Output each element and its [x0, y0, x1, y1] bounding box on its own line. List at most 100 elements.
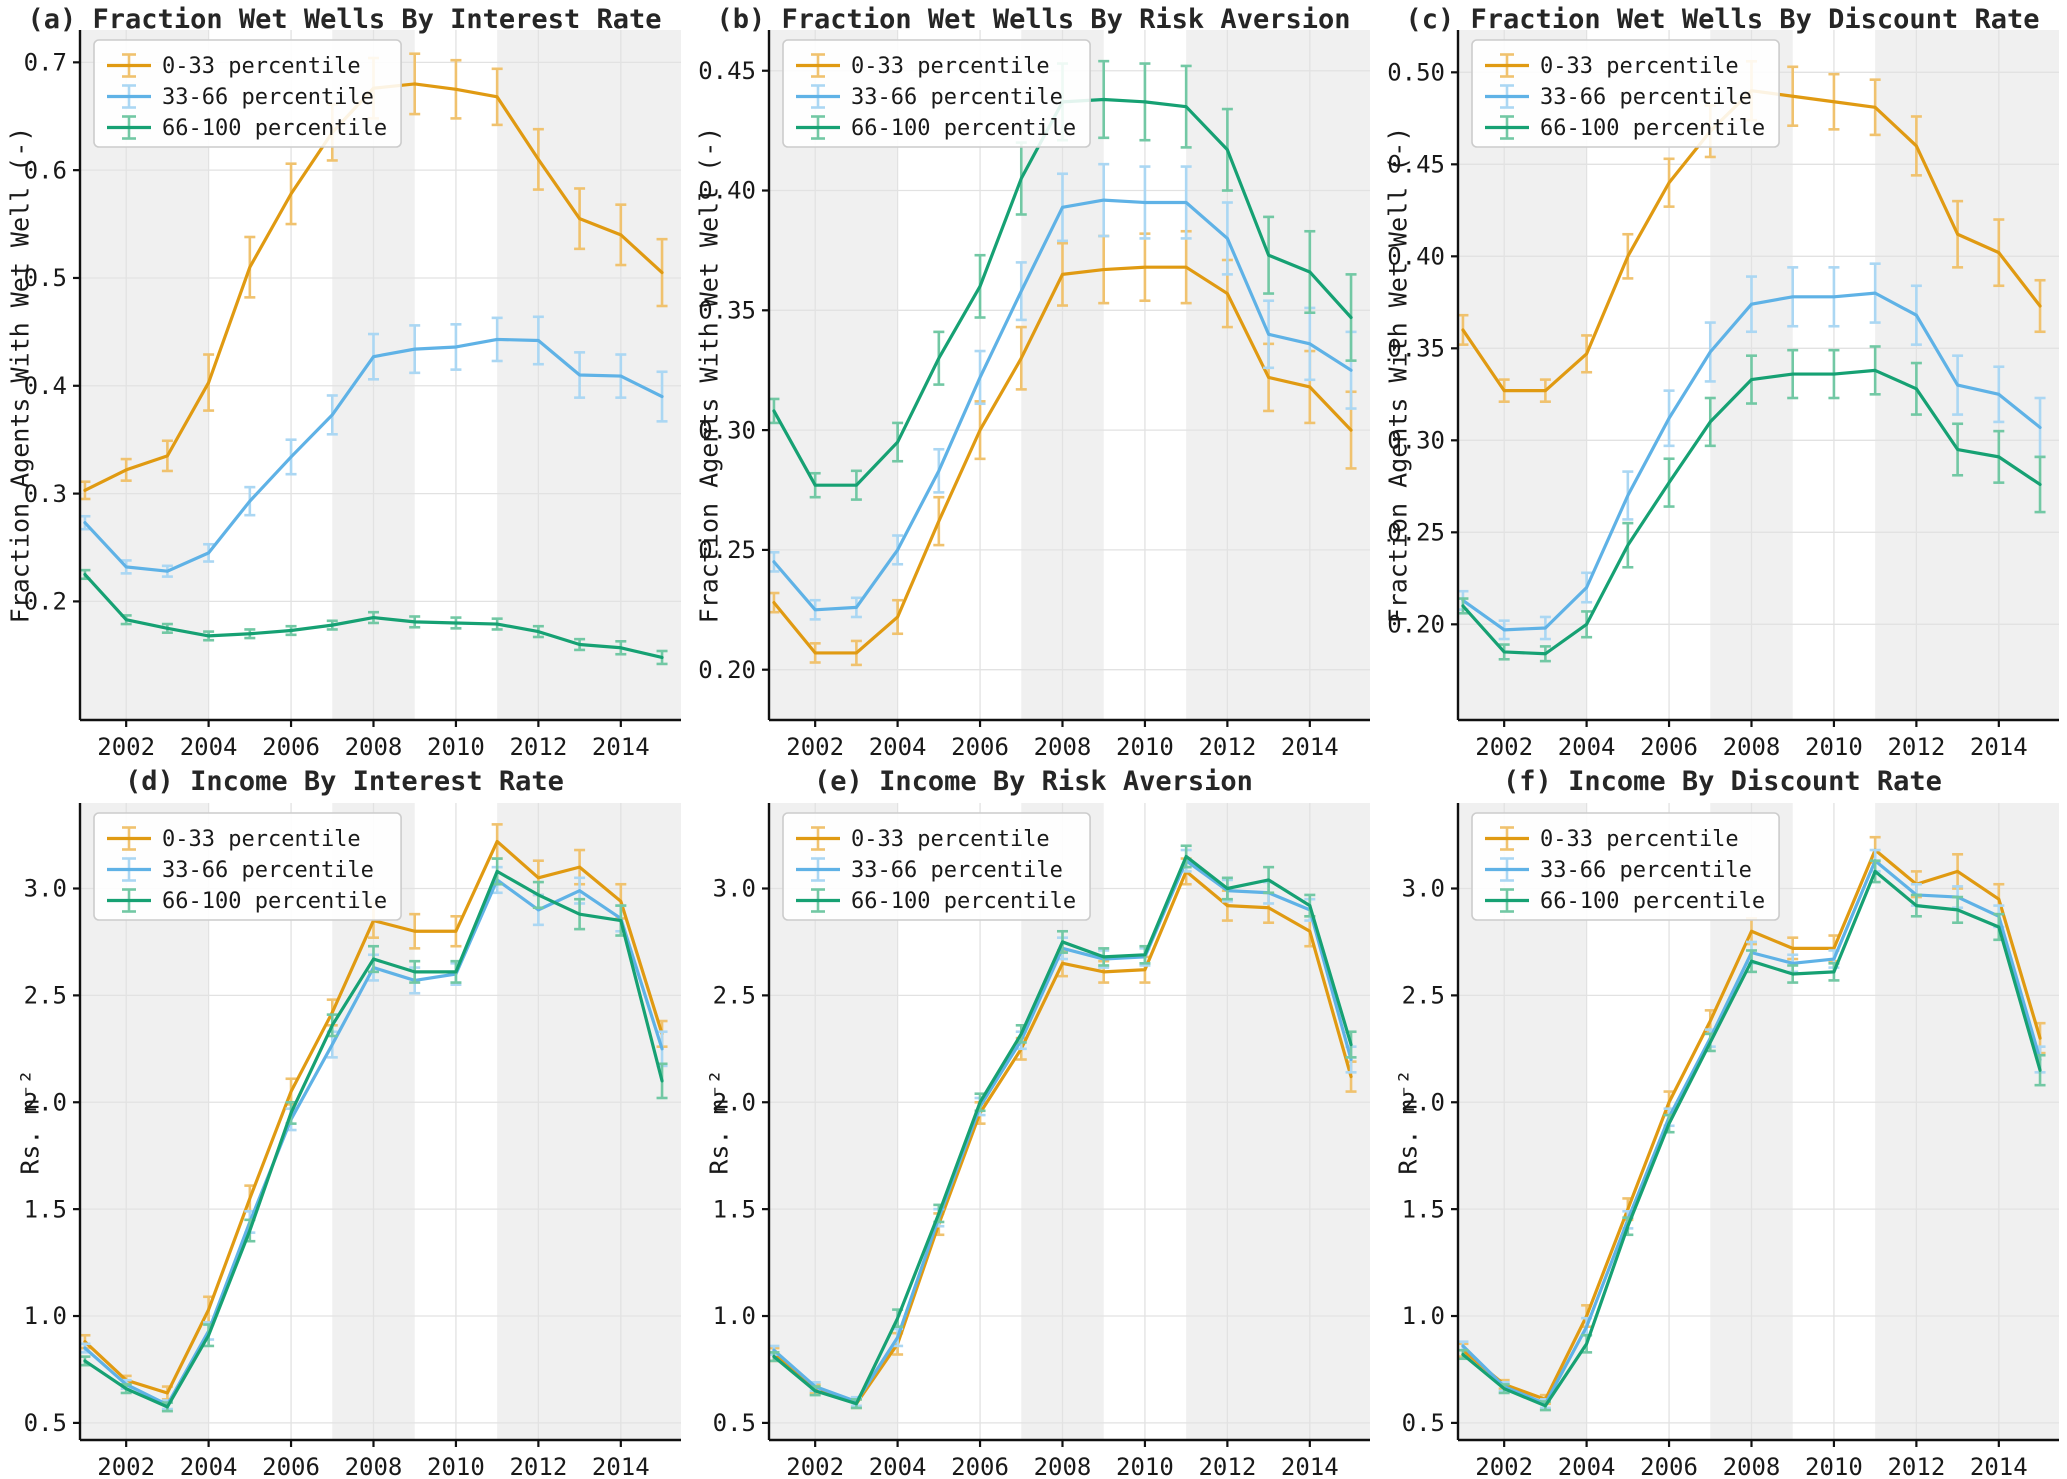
legend-label: 66-100 percentile: [162, 889, 387, 914]
x-tick-label: 2002: [97, 1453, 155, 1479]
y-tick-label: 1.5: [1402, 1195, 1445, 1223]
legend-label: 0-33 percentile: [1540, 827, 1739, 852]
x-tick-label: 2008: [1034, 733, 1092, 758]
legend-label: 66-100 percentile: [162, 116, 387, 141]
x-tick-label: 2006: [262, 733, 320, 758]
panel-f-title: (f) Income By Discount Rate: [1503, 766, 1942, 797]
y-tick-label: 0.4: [24, 372, 67, 400]
x-tick-label: 2004: [1558, 733, 1616, 758]
y-tick-label: 3.0: [24, 875, 67, 903]
x-tick-label: 2006: [951, 733, 1009, 758]
legend-box: [1471, 39, 1780, 148]
series-line-1: [772, 198, 1353, 612]
y-tick-label: 0.45: [698, 57, 756, 85]
x-tick-label: 2014: [1281, 1453, 1339, 1479]
panel-e: (e) Income By Risk Aversion Rs. m⁻² 2002…: [689, 758, 1378, 1479]
y-tick-label: 0.35: [698, 296, 756, 324]
y-tick-label: 2.5: [24, 982, 67, 1010]
panel-f-chart: 2002 2004 2006 2008 2010 2012 2014 0.5 1.0 1.5 2.0…: [1402, 803, 2059, 1479]
x-tick-label: 2010: [1116, 1453, 1174, 1479]
x-tick-label: 2014: [1970, 1453, 2028, 1479]
y-tick-label: 1.5: [713, 1195, 756, 1223]
series-line-2: [1461, 368, 2042, 656]
y-tick-label: 0.5: [713, 1409, 756, 1437]
legend-label: 0-33 percentile: [1540, 54, 1739, 79]
y-tick-label: 1.0: [24, 1302, 67, 1330]
x-tick-label: 2010: [427, 733, 485, 758]
y-tick-label: 0.3: [24, 480, 67, 508]
y-tick-label: 2.0: [1402, 1088, 1445, 1116]
legend-label: 33-66 percentile: [162, 85, 374, 110]
x-tick-label: 2012: [509, 1453, 567, 1479]
x-tick-label: 2008: [345, 1453, 403, 1479]
x-tick-label: 2006: [1640, 733, 1698, 758]
y-tick-label: 2.0: [713, 1088, 756, 1116]
panel-b-title: (b) Fraction Wet Wells By Risk Aversion: [716, 4, 1351, 35]
x-tick-label: 2004: [1558, 1453, 1616, 1479]
y-tick-label: 2.0: [24, 1088, 67, 1116]
x-tick-label: 2008: [1723, 1453, 1781, 1479]
y-tick-label: 1.0: [713, 1302, 756, 1330]
legend-box: [93, 812, 402, 921]
y-tick-label: 3.0: [713, 875, 756, 903]
x-tick-label: 2010: [1116, 733, 1174, 758]
shaded-band: [1186, 803, 1370, 1440]
x-tick-label: 2002: [97, 733, 155, 758]
x-tick-label: 2004: [869, 733, 927, 758]
shaded-band: [1875, 30, 2059, 720]
legend-label: 0-33 percentile: [162, 827, 361, 852]
y-tick-label: 0.25: [1387, 518, 1445, 546]
shaded-band: [1875, 803, 2059, 1440]
y-tick-label: 2.5: [713, 982, 756, 1010]
y-tick-label: 0.35: [1387, 334, 1445, 362]
panel-d-title: (d) Income By Interest Rate: [125, 766, 564, 797]
series-line-2: [772, 854, 1353, 1406]
panel-c: (c) Fraction Wet Wells By Discount Rate …: [1378, 0, 2067, 758]
y-tick-label: 0.2: [24, 588, 67, 616]
legend-box: [93, 39, 402, 148]
x-tick-label: 2008: [345, 733, 403, 758]
y-tick-label: 0.5: [24, 1409, 67, 1437]
panel-a-title: (a) Fraction Wet Wells By Interest Rate: [27, 4, 662, 35]
x-tick-label: 2012: [509, 733, 567, 758]
legend-label: 66-100 percentile: [851, 116, 1076, 141]
y-tick-label: 0.20: [698, 656, 756, 684]
x-tick-label: 2012: [1198, 1453, 1256, 1479]
y-tick-label: 0.6: [24, 156, 67, 184]
y-tick-label: 0.20: [1387, 610, 1445, 638]
x-tick-label: 2004: [180, 1453, 238, 1479]
y-tick-label: 1.5: [24, 1195, 67, 1223]
series-line-1: [1461, 291, 2042, 632]
panel-c-chart: 2002 2004 2006 2008 2010 2012 2014 0.20 0.25 0.30…: [1387, 30, 2059, 758]
x-tick-label: 2012: [1198, 733, 1256, 758]
x-tick-label: 2014: [1970, 733, 2028, 758]
x-tick-label: 2002: [786, 1453, 844, 1479]
panel-b-chart: 2002 2004 2006 2008 2010 2012 2014 0.20 0.25 0.30…: [698, 30, 1370, 758]
series-line-2: [83, 869, 664, 1409]
series-line-0: [1461, 848, 2042, 1401]
series-line-2: [83, 572, 664, 660]
legend-label: 33-66 percentile: [851, 85, 1063, 110]
legend-label: 0-33 percentile: [162, 54, 361, 79]
x-tick-label: 2004: [869, 1453, 927, 1479]
y-tick-label: 0.45: [1387, 150, 1445, 178]
legend-box: [782, 812, 1091, 921]
panel-f: (f) Income By Discount Rate Rs. m⁻² 2002…: [1378, 758, 2067, 1479]
x-tick-label: 2014: [592, 1453, 650, 1479]
y-tick-label: 0.40: [698, 177, 756, 205]
legend-box: [1471, 812, 1780, 921]
y-tick-label: 1.0: [1402, 1302, 1445, 1330]
y-tick-label: 2.5: [1402, 982, 1445, 1010]
panel-a-chart: 2002 2004 2006 2008 2010 2012 2014 0.2 0.3 0.4 0.5…: [24, 30, 681, 758]
y-tick-label: 0.5: [24, 264, 67, 292]
x-tick-label: 2014: [592, 733, 650, 758]
legend-label: 0-33 percentile: [851, 827, 1050, 852]
legend-label: 66-100 percentile: [851, 889, 1076, 914]
y-tick-label: 0.40: [1387, 242, 1445, 270]
legend-label: 66-100 percentile: [1540, 889, 1765, 914]
shaded-band: [497, 803, 681, 1440]
series-line-2: [1461, 869, 2042, 1408]
x-tick-label: 2010: [427, 1453, 485, 1479]
y-tick-label: 3.0: [1402, 875, 1445, 903]
